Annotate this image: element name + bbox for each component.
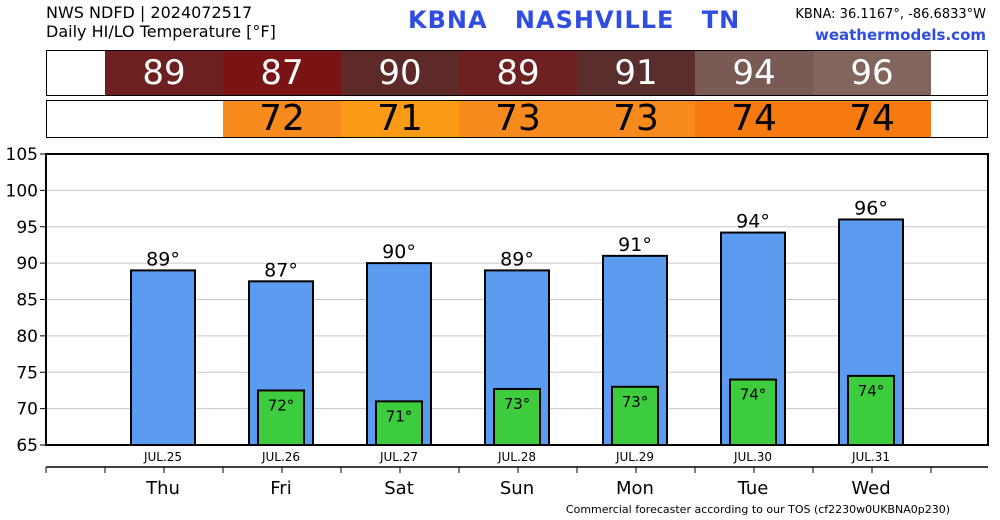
high-temp-cell: 89: [105, 51, 223, 95]
y-tick-label: 70: [16, 400, 38, 420]
y-tick-label: 95: [16, 218, 38, 238]
high-temp-label: 91°: [618, 234, 652, 256]
x-date-label: JUL.28: [497, 450, 536, 464]
x-day-label: Sat: [384, 478, 414, 499]
station-state: TN: [701, 6, 741, 34]
low-temp-label: 73°: [504, 395, 531, 413]
x-day-label: Tue: [737, 478, 769, 499]
y-tick-label: 75: [16, 363, 38, 383]
low-temp-label: 72°: [268, 396, 295, 414]
high-temp-cell: 94: [695, 51, 813, 95]
temperature-bar-chart: 65 70 75 80 85 90 95 100 105 89° 87° 90° 89° 91° 94° 96…: [6, 145, 989, 499]
footer-note: Commercial forecaster according to our T…: [565, 503, 950, 516]
low-temp-cell: 71: [341, 101, 459, 137]
station-coords: KBNA: 36.1167°, -86.6833°W: [795, 7, 986, 22]
low-temp-cell: 73: [577, 101, 695, 137]
station-id: KBNA: [408, 6, 488, 34]
y-tick-label: 105: [6, 145, 38, 165]
x-date-label: JUL.30: [733, 450, 772, 464]
high-temp-cell: 89: [459, 51, 577, 95]
chart-title: Daily HI/LO Temperature [°F]: [46, 22, 276, 41]
high-temp-bar: [130, 269, 196, 446]
y-tick-label: 80: [16, 327, 38, 347]
site-link[interactable]: weathermodels.com: [814, 26, 986, 44]
x-day-label: Sun: [500, 478, 534, 499]
high-temp-cell: 87: [223, 51, 341, 95]
low-temp-strip: 72 71 73 73 74 74: [46, 100, 988, 138]
low-temp-cell: 74: [813, 101, 931, 137]
y-tick-label: 100: [6, 181, 38, 201]
x-day-label: Fri: [270, 478, 291, 499]
high-temp-label: 96°: [854, 197, 888, 219]
low-temp-label: 74°: [740, 386, 767, 404]
x-day-label: Wed: [851, 478, 890, 499]
source-label: NWS NDFD | 2024072517: [46, 3, 253, 22]
x-day-label: Thu: [145, 478, 180, 499]
low-temp-cell: 73: [459, 101, 577, 137]
chart-header-left: NWS NDFD | 2024072517 Daily HI/LO Temper…: [46, 3, 276, 41]
high-temp-label: 87°: [264, 259, 298, 281]
x-date-label: JUL.26: [261, 450, 300, 464]
y-tick-label: 65: [16, 436, 38, 456]
low-temp-label: 74°: [858, 382, 885, 400]
low-temp-label: 71°: [386, 407, 413, 425]
plot-frame: [45, 153, 989, 446]
low-temp-bar: [729, 378, 777, 446]
high-temp-label: 89°: [500, 248, 534, 270]
x-date-label: JUL.25: [143, 450, 182, 464]
high-temp-cell: 90: [341, 51, 459, 95]
high-temp-cell: 96: [813, 51, 931, 95]
low-temp-bar: [257, 389, 305, 446]
station-title: KBNA NASHVILLE TN: [408, 6, 758, 34]
x-date-label: JUL.31: [851, 450, 890, 464]
high-temp-label: 94°: [736, 211, 770, 233]
chart-header-right: KBNA: 36.1167°, -86.6833°W weathermodels…: [795, 5, 986, 45]
x-date-label: JUL.27: [379, 450, 418, 464]
high-temp-cell: 91: [577, 51, 695, 95]
high-temp-label: 89°: [146, 248, 180, 270]
low-temp-bar: [847, 374, 895, 446]
y-tick-label: 90: [16, 254, 38, 274]
y-tick-label: 85: [16, 291, 38, 311]
x-date-label: JUL.29: [615, 450, 654, 464]
x-day-label: Mon: [616, 478, 654, 499]
low-temp-cell: 72: [223, 101, 341, 137]
high-temp-label: 90°: [382, 241, 416, 263]
high-temp-strip: 89 87 90 89 91 94 96: [46, 50, 988, 96]
station-city: NASHVILLE: [514, 6, 675, 34]
low-temp-cell: 74: [695, 101, 813, 137]
low-temp-label: 73°: [622, 393, 649, 411]
